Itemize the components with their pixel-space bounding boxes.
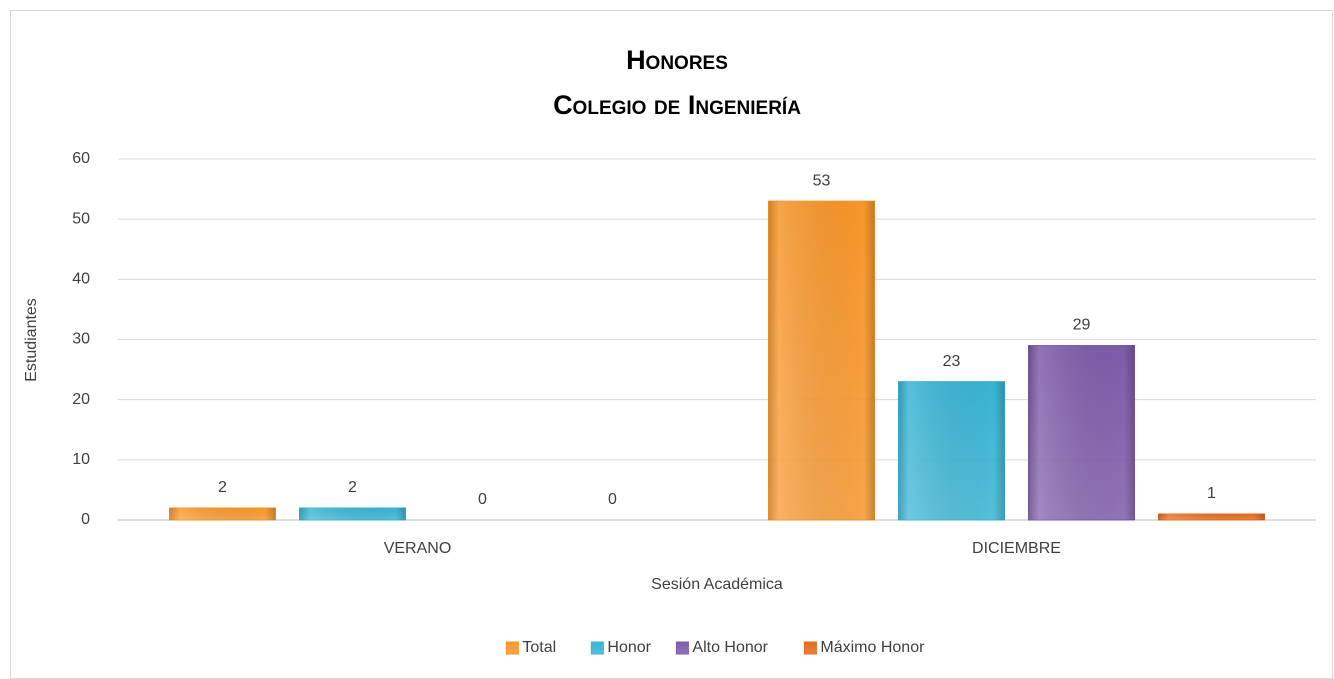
data-label: 2 <box>218 479 227 496</box>
bar-shade <box>1158 513 1265 520</box>
x-axis-label: Sesión Académica <box>651 576 783 593</box>
y-tick-label: 60 <box>72 150 90 167</box>
x-tick-label: DICIEMBRE <box>972 540 1061 557</box>
bar-shade <box>1028 345 1135 520</box>
data-label: 53 <box>813 172 831 189</box>
y-tick-label: 40 <box>72 271 90 288</box>
y-tick-label: 50 <box>72 210 90 227</box>
legend-swatch <box>803 641 817 655</box>
legend-label: Honor <box>607 639 651 656</box>
chart-border <box>10 10 1333 679</box>
y-axis-label: Estudiantes <box>23 298 40 382</box>
bar-shade <box>898 381 1005 520</box>
legend-swatch <box>590 641 604 655</box>
data-label: 2 <box>348 479 357 496</box>
bar-shade <box>299 507 406 520</box>
y-tick-label: 10 <box>72 451 90 468</box>
data-label: 23 <box>943 353 961 370</box>
legend-swatch <box>505 641 519 655</box>
bar-shade <box>169 507 276 520</box>
y-tick-label: 0 <box>81 511 90 528</box>
x-tick-label: VERANO <box>384 540 452 557</box>
data-label: 29 <box>1073 317 1091 334</box>
legend-label: Máximo Honor <box>820 639 925 656</box>
data-label: 0 <box>478 491 487 508</box>
bar-shade <box>768 201 875 520</box>
y-tick-label: 20 <box>72 391 90 408</box>
chart-title: Honores <box>626 45 728 75</box>
data-label: 1 <box>1207 485 1216 502</box>
y-tick-label: 30 <box>72 331 90 348</box>
legend-label: Total <box>522 639 556 656</box>
legend-label: Alto Honor <box>692 639 768 656</box>
chart-subtitle: Colegio de Ingeniería <box>553 90 801 120</box>
legend-swatch <box>675 641 689 655</box>
data-label: 0 <box>608 491 617 508</box>
